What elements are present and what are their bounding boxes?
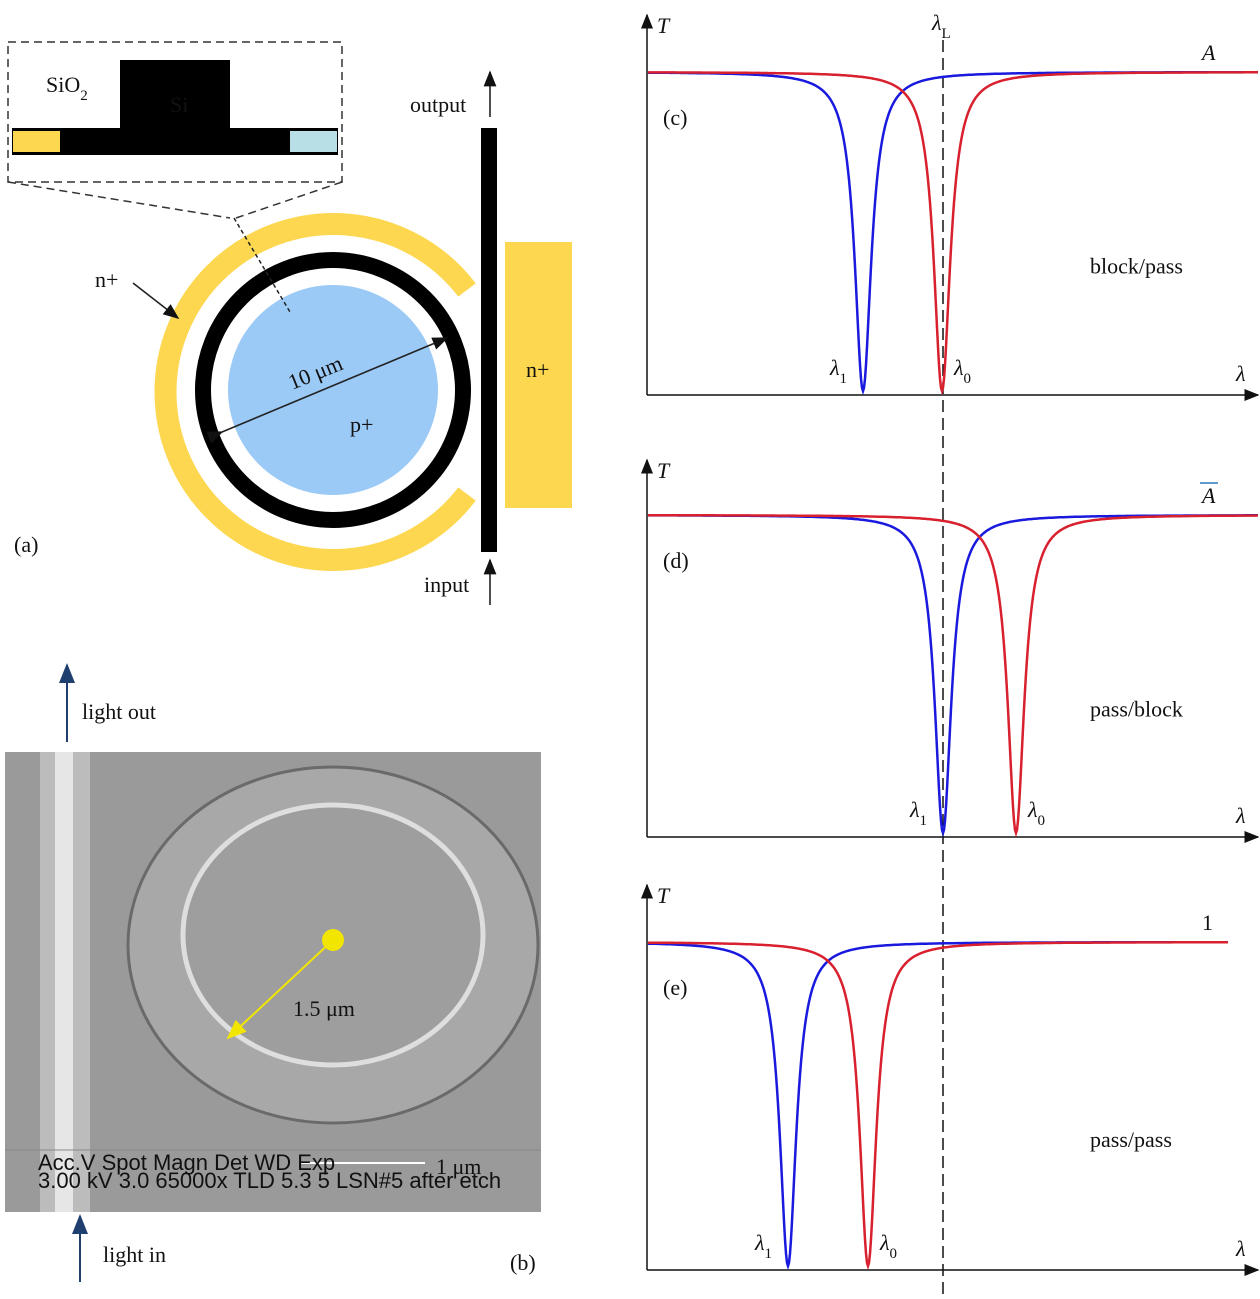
light-in-label: light in xyxy=(103,1242,166,1267)
panel-label: (b) xyxy=(510,1250,536,1275)
dip-label: λ0 xyxy=(953,355,971,387)
dip-label-sub: 0 xyxy=(890,1246,898,1262)
dip-label: λ0 xyxy=(1027,797,1045,829)
y-axis-label: T xyxy=(657,883,671,908)
transmission-curve xyxy=(648,942,1228,1266)
output-state-label: A xyxy=(1200,40,1216,65)
plot xyxy=(647,15,1258,395)
oxide-label-sub: 2 xyxy=(80,88,88,104)
dip-label-sub: 1 xyxy=(840,371,848,387)
dip-label: λ1 xyxy=(909,797,927,829)
panel-label: (d) xyxy=(663,548,689,573)
output-state-label: A xyxy=(1200,483,1216,508)
y-axis-label: T xyxy=(657,458,671,483)
transmission-curve xyxy=(648,515,1258,833)
laser-line-label: λL xyxy=(931,10,951,42)
x-axis-label: λ xyxy=(1235,361,1246,386)
dip-label: λ1 xyxy=(754,1230,772,1262)
dip-label-base: λ xyxy=(1027,797,1038,822)
x-axis-label: λ xyxy=(1235,803,1246,828)
laser-line-label-sub: L xyxy=(942,26,951,42)
n-plus-label: n+ xyxy=(95,267,118,292)
dip-label-sub: 0 xyxy=(1038,813,1046,829)
sem-info: 3.00 kV 3.0 65000x TLD 5.3 5 LSN#5 after… xyxy=(38,1168,501,1193)
panel-a xyxy=(8,42,572,605)
dip-label-base: λ xyxy=(879,1230,890,1255)
light-out-label: light out xyxy=(82,699,156,724)
input-label: input xyxy=(424,572,469,597)
state-label: block/pass xyxy=(1090,253,1183,278)
output-state-label: 1 xyxy=(1202,910,1213,935)
core-label: Si xyxy=(170,92,188,117)
dip-label-sub: 0 xyxy=(964,371,972,387)
dip-label-sub: 1 xyxy=(920,813,928,829)
dip-label-base: λ xyxy=(829,355,840,380)
transmission-curve xyxy=(648,942,1228,1266)
panel-label: (c) xyxy=(663,105,687,130)
panel-label: (e) xyxy=(663,975,687,1000)
n-plus-label: n+ xyxy=(526,357,549,382)
oxide-label-base: SiO xyxy=(46,72,80,97)
state-label: pass/pass xyxy=(1090,1127,1172,1152)
x-axis-label: λ xyxy=(1235,1236,1246,1261)
dip-label: λ1 xyxy=(829,355,847,387)
output-label: output xyxy=(410,92,466,117)
plot xyxy=(647,460,1258,837)
dip-label: λ0 xyxy=(879,1230,897,1262)
plot xyxy=(647,885,1258,1270)
figure: SiO2Sioutputinputn+n+10 μmp+(a)light out… xyxy=(0,0,1260,1299)
dip-label-sub: 1 xyxy=(765,1246,773,1262)
state-label: pass/block xyxy=(1090,696,1183,721)
y-axis-label: T xyxy=(657,13,671,38)
oxide-label: SiO2 xyxy=(46,72,88,104)
laser-line-label-base: λ xyxy=(931,10,942,35)
p-plus-label: p+ xyxy=(350,412,373,437)
dip-label-base: λ xyxy=(953,355,964,380)
radius-label: 1.5 μm xyxy=(293,996,355,1021)
dip-label-base: λ xyxy=(909,797,920,822)
dip-label-base: λ xyxy=(754,1230,765,1255)
panel-label: (a) xyxy=(14,532,38,557)
transmission-curve xyxy=(648,72,1258,391)
